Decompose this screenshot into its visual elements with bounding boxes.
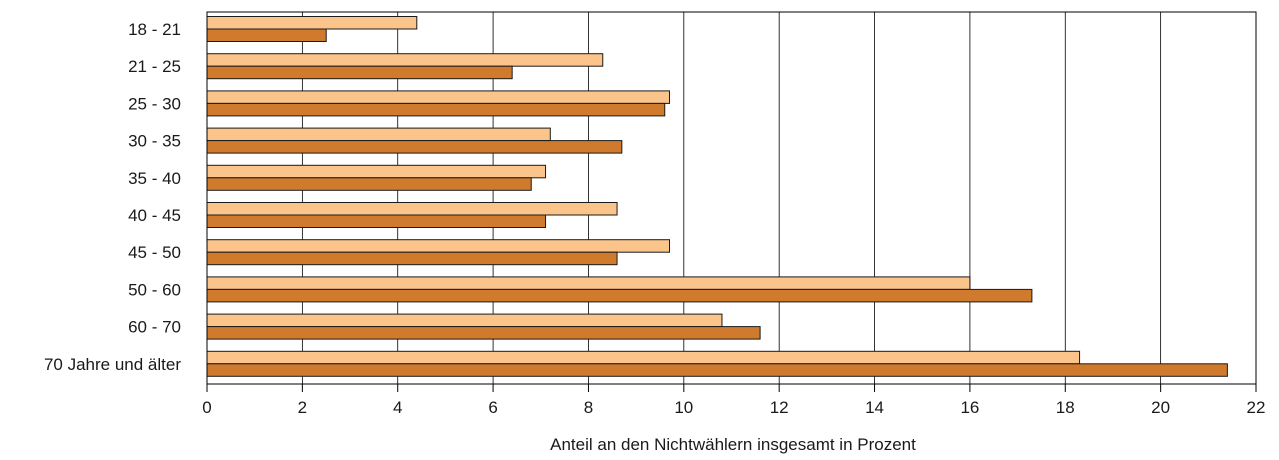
bar-light-1 xyxy=(206,53,604,67)
bar-light-4 xyxy=(206,164,547,179)
category-label: 40 - 45 xyxy=(128,206,181,225)
bar-dark-1 xyxy=(206,65,513,80)
category-labels: 18 - 21 21 - 25 25 - 30 30 - 35 35 - 40 40 - … xyxy=(44,20,181,374)
bar-dark-3 xyxy=(206,140,623,154)
bar-light-5 xyxy=(206,202,618,216)
x-tick-label: 16 xyxy=(960,398,979,417)
plot-border xyxy=(206,11,1257,385)
x-tick-label: 2 xyxy=(298,398,307,417)
x-tick-label: 12 xyxy=(770,398,789,417)
x-tick-label: 10 xyxy=(674,398,693,417)
bar-dark-7 xyxy=(206,288,1033,303)
bar-light-6 xyxy=(206,239,671,253)
bar-dark-4 xyxy=(206,177,532,191)
x-tick-label: 0 xyxy=(202,398,211,417)
bar-light-3 xyxy=(206,127,551,142)
bar-dark-9 xyxy=(206,363,1228,377)
x-tick-label: 6 xyxy=(488,398,497,417)
category-label: 70 Jahre und älter xyxy=(44,355,181,374)
plot-frame xyxy=(206,11,1257,385)
x-tick-label: 18 xyxy=(1056,398,1075,417)
x-axis-title: Anteil an den Nichtwählern insgesamt in … xyxy=(550,435,916,454)
category-label: 18 - 21 xyxy=(128,20,181,39)
x-tick-label: 14 xyxy=(865,398,884,417)
bar-light-2 xyxy=(206,90,671,104)
bar-light-9 xyxy=(206,350,1081,365)
x-tick-label: 22 xyxy=(1247,398,1266,417)
bar-light-0 xyxy=(206,16,418,30)
x-axis-ticks: 0 2 4 6 8 10 12 14 16 18 20 22 xyxy=(202,384,1265,417)
category-label: 45 - 50 xyxy=(128,243,181,262)
bar-dark-8 xyxy=(206,326,761,340)
x-tick-label: 20 xyxy=(1151,398,1170,417)
category-label: 30 - 35 xyxy=(128,132,181,151)
x-tick-label: 4 xyxy=(393,398,402,417)
bar-dark-5 xyxy=(206,214,547,228)
category-label: 60 - 70 xyxy=(128,318,181,337)
bar-light-7 xyxy=(206,276,971,290)
bar-dark-0 xyxy=(206,28,327,42)
category-label: 21 - 25 xyxy=(128,57,181,76)
category-label: 25 - 30 xyxy=(128,94,181,113)
bar-dark-2 xyxy=(206,102,666,117)
x-tick-label: 8 xyxy=(584,398,593,417)
bar-light-8 xyxy=(206,313,723,328)
bars xyxy=(206,16,1228,377)
bar-dark-6 xyxy=(206,251,618,266)
category-label: 35 - 40 xyxy=(128,169,181,188)
category-label: 50 - 60 xyxy=(128,280,181,299)
